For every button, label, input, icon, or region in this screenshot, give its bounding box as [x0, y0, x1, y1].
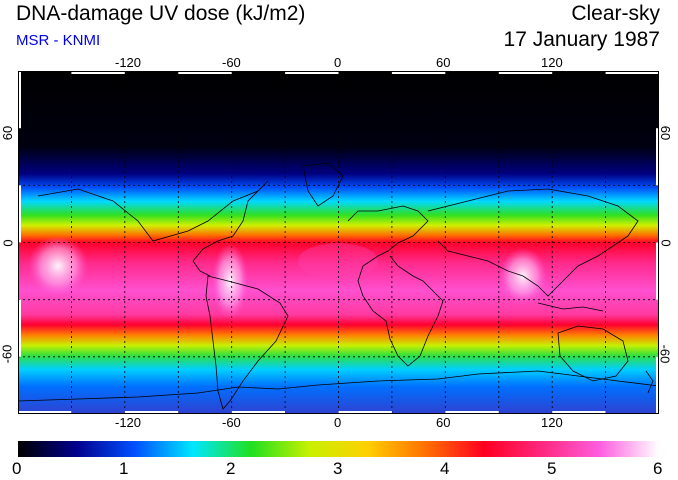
- lon-label-bottom-e60: 60: [436, 415, 451, 430]
- lat-label-right-0: 0: [658, 239, 674, 247]
- scale-label-0: 0: [12, 459, 22, 478]
- scale-label-2: 2: [226, 459, 236, 478]
- lon-label-bottom-w120: -120: [115, 415, 142, 430]
- source-label: MSR - KNMI: [16, 32, 101, 49]
- lat-label-right-60: 60: [658, 125, 674, 141]
- lon-label-bottom-w60: -60: [222, 415, 241, 430]
- date-label: 17 January 1987: [503, 28, 660, 51]
- lat-label-left-60: 60: [0, 125, 16, 141]
- lon-label-top-e60: 60: [436, 55, 451, 70]
- lon-label-bottom-e120: 120: [541, 415, 563, 430]
- scale-label-3: 3: [333, 459, 343, 478]
- lat-label-left-m60: -60: [0, 344, 15, 364]
- lon-label-top-e120: 120: [541, 55, 563, 70]
- map-title: DNA-damage UV dose (kJ/m2): [16, 2, 306, 25]
- lon-label-top-0: 0: [334, 55, 342, 70]
- lon-label-top-w120: -120: [115, 55, 142, 70]
- sky-condition-label: Clear-sky: [571, 2, 660, 25]
- lat-label-right-m60: -60: [657, 344, 673, 364]
- uv-dose-map: [18, 71, 659, 414]
- scale-label-6: 6: [653, 459, 663, 478]
- lon-label-top-w60: -60: [222, 55, 241, 70]
- lon-label-bottom-0: 0: [334, 415, 342, 430]
- scale-label-1: 1: [119, 459, 129, 478]
- scale-label-5: 5: [547, 459, 557, 478]
- scale-label-4: 4: [440, 459, 450, 478]
- lat-label-left-0: 0: [0, 239, 16, 247]
- color-scale-bar: [18, 441, 659, 457]
